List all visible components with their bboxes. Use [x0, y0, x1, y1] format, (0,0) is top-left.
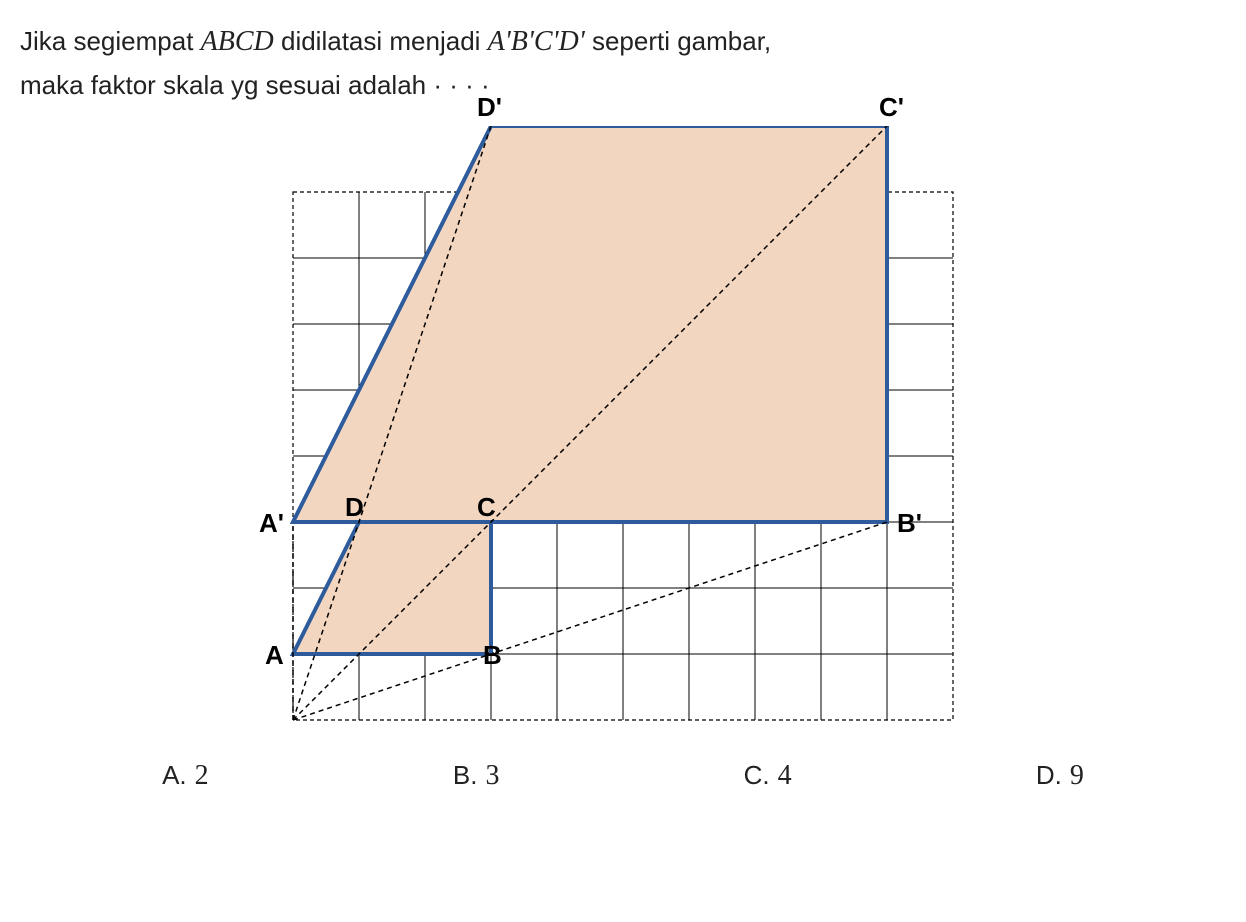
question-part2: didilatasi menjadi [274, 26, 488, 56]
vertex-label-d: D [345, 492, 364, 523]
answer-value: 2 [195, 760, 209, 792]
diagram-container: ABCDA'B'C'D' [20, 126, 1226, 730]
question-text: Jika segiempat ABCD didilatasi menjadi A… [20, 20, 1226, 106]
vertex-label-b-prime: B' [897, 508, 922, 539]
answer-value: 9 [1070, 760, 1084, 792]
math-var-prime: A'B'C'D' [488, 26, 585, 57]
diagram-svg [253, 126, 993, 730]
vertex-label-c-prime: C' [879, 92, 904, 123]
answer-option-a[interactable]: A. 2 [162, 760, 209, 792]
math-var-abcd: ABCD [201, 26, 274, 57]
answer-letter: B. [453, 760, 478, 791]
answer-options: A. 2 B. 3 C. 4 D. 9 [20, 760, 1226, 792]
vertex-label-a: A [265, 640, 284, 671]
answer-value: 4 [778, 760, 792, 792]
answer-option-b[interactable]: B. 3 [453, 760, 500, 792]
geometry-diagram: ABCDA'B'C'D' [253, 126, 993, 730]
vertex-label-d-prime: D' [477, 92, 502, 123]
question-part3: seperti gambar, [585, 26, 771, 56]
vertex-label-a-prime: A' [259, 508, 284, 539]
answer-value: 3 [485, 760, 499, 792]
answer-option-d[interactable]: D. 9 [1036, 760, 1084, 792]
question-part1: Jika segiempat [20, 26, 201, 56]
answer-letter: A. [162, 760, 187, 791]
vertex-label-b: B [483, 640, 502, 671]
answer-letter: D. [1036, 760, 1062, 791]
question-line2: maka faktor skala yg sesuai adalah · · ·… [20, 70, 490, 100]
answer-letter: C. [744, 760, 770, 791]
vertex-label-c: C [477, 492, 496, 523]
answer-option-c[interactable]: C. 4 [744, 760, 792, 792]
